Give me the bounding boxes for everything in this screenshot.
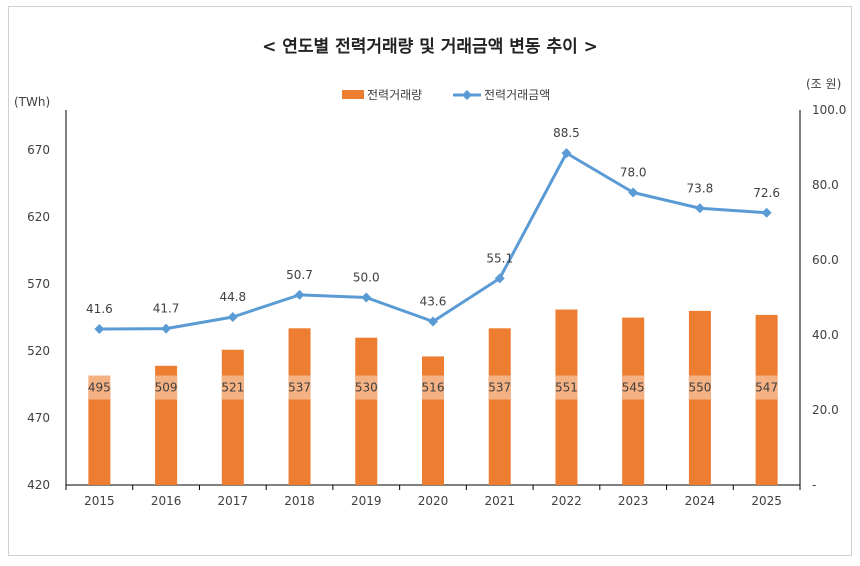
line-marker-2023 bbox=[628, 187, 639, 198]
y-right-tick-label: 80.0 bbox=[812, 178, 839, 192]
bar-2025 bbox=[755, 314, 778, 485]
bar-value-label: 530 bbox=[355, 381, 378, 395]
line-value-label: 72.6 bbox=[753, 186, 780, 200]
bar-label-bg bbox=[488, 375, 511, 400]
y-right-tick-label: 100.0 bbox=[812, 103, 846, 117]
bar-value-label: 537 bbox=[288, 381, 311, 395]
line-value-label: 88.5 bbox=[553, 126, 580, 140]
bar-2023 bbox=[622, 317, 645, 485]
y-left-tick-label: 470 bbox=[27, 411, 50, 425]
bar-label-bg bbox=[288, 375, 311, 400]
bar-value-label: 495 bbox=[88, 381, 111, 395]
line-value-label: 41.6 bbox=[86, 302, 113, 316]
bar-label-bg bbox=[622, 375, 645, 400]
chart-title: < 연도별 전력거래량 및 거래금액 변동 추이 > bbox=[262, 37, 598, 57]
x-tick-label: 2024 bbox=[685, 494, 716, 508]
legend-swatch-marker bbox=[462, 90, 472, 100]
bar-label-bg bbox=[555, 375, 578, 400]
y-left-unit: (TWh) bbox=[14, 95, 50, 109]
line-marker-2025 bbox=[761, 207, 772, 218]
bar-label-bg bbox=[221, 375, 244, 400]
bar-value-label: 537 bbox=[488, 381, 511, 395]
bar-value-label: 516 bbox=[422, 381, 445, 395]
x-tick-label: 2015 bbox=[84, 494, 115, 508]
bar-value-label: 551 bbox=[555, 381, 578, 395]
line-value-label: 43.6 bbox=[420, 295, 447, 309]
bar-label-bg bbox=[755, 375, 778, 400]
y-left-tick-label: 620 bbox=[27, 210, 50, 224]
legend-label-line: 전력거래금액 bbox=[484, 88, 550, 102]
y-left-tick-label: 670 bbox=[27, 143, 50, 157]
bar-label-bg bbox=[155, 375, 178, 400]
line-value-label: 78.0 bbox=[620, 166, 647, 180]
line-value-label: 73.8 bbox=[687, 181, 714, 195]
bar-value-label: 509 bbox=[155, 381, 178, 395]
legend-label-bar: 전력거래량 bbox=[367, 88, 422, 102]
bar-2017 bbox=[221, 349, 244, 485]
y-right-tick-label: - bbox=[812, 478, 816, 492]
y-left-tick-label: 520 bbox=[27, 344, 50, 358]
bar-label-bg bbox=[355, 375, 378, 400]
bar-value-label: 545 bbox=[622, 381, 645, 395]
line-value-label: 50.7 bbox=[286, 268, 313, 282]
line-marker-2017 bbox=[227, 312, 238, 322]
x-tick-label: 2023 bbox=[618, 494, 649, 508]
bar-label-bg bbox=[688, 375, 711, 400]
line-marker-2021 bbox=[494, 273, 505, 284]
line-value-label: 41.7 bbox=[153, 302, 180, 316]
bar-label-bg bbox=[88, 375, 111, 400]
y-left-tick-label: 420 bbox=[27, 478, 50, 492]
y-right-tick-label: 40.0 bbox=[812, 328, 839, 342]
x-tick-label: 2021 bbox=[484, 494, 515, 508]
line-value-label: 55.1 bbox=[486, 251, 513, 265]
x-tick-label: 2022 bbox=[551, 494, 582, 508]
bar-label-bg bbox=[422, 375, 444, 400]
bar-value-label: 550 bbox=[688, 381, 711, 395]
line-marker-2024 bbox=[694, 203, 705, 214]
bar-2015 bbox=[88, 384, 111, 485]
line-value-label: 44.8 bbox=[219, 290, 246, 304]
x-tick-label: 2017 bbox=[218, 494, 249, 508]
bar-2021 bbox=[488, 328, 511, 485]
line-marker-2020 bbox=[428, 316, 438, 327]
legend-swatch-bar bbox=[342, 90, 364, 99]
line-marker-2019 bbox=[361, 292, 372, 303]
x-tick-label: 2020 bbox=[418, 494, 449, 508]
bar-value-label: 547 bbox=[755, 381, 778, 395]
x-tick-label: 2025 bbox=[751, 494, 782, 508]
y-left-tick-label: 570 bbox=[27, 277, 50, 291]
y-right-tick-label: 60.0 bbox=[812, 253, 839, 267]
line-marker-2016 bbox=[161, 323, 172, 334]
x-tick-label: 2018 bbox=[284, 494, 315, 508]
bar-2018 bbox=[288, 328, 311, 485]
line-marker-2018 bbox=[294, 289, 305, 300]
y-right-unit: (조 원) bbox=[806, 77, 841, 91]
bar-value-label: 521 bbox=[221, 381, 244, 395]
x-tick-label: 2016 bbox=[151, 494, 182, 508]
bar-2019 bbox=[355, 337, 378, 485]
line-marker-2015 bbox=[94, 324, 105, 334]
y-right-tick-label: 20.0 bbox=[812, 403, 839, 417]
line-marker-2022 bbox=[561, 148, 572, 159]
x-tick-label: 2019 bbox=[351, 494, 382, 508]
line-value-label: 50.0 bbox=[353, 271, 380, 285]
